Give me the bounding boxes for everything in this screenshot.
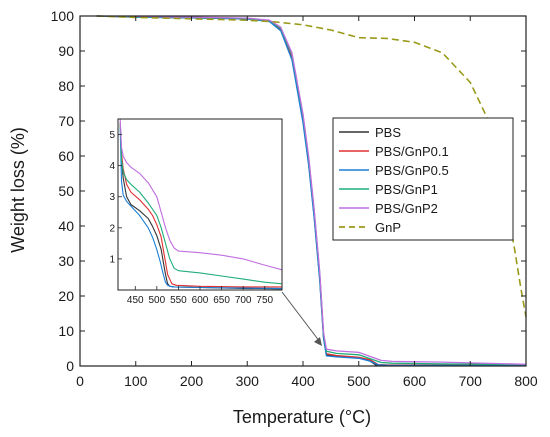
inset-series-line-pbs-gnp2 xyxy=(119,118,283,271)
y-tick-label: 50 xyxy=(58,183,74,199)
inset-x-tick-label: 600 xyxy=(192,295,209,306)
inset-x-tick-label: 700 xyxy=(235,295,252,306)
y-tick-label: 90 xyxy=(58,43,74,59)
y-tick-label: 40 xyxy=(58,218,74,234)
x-tick-label: 400 xyxy=(291,373,315,389)
inset-background xyxy=(118,119,282,290)
arrow-line xyxy=(281,291,321,343)
x-tick-label: 700 xyxy=(459,373,483,389)
legend-label: PBS/GnP1 xyxy=(375,182,438,197)
legend-label: PBS/GnP0.1 xyxy=(375,144,449,159)
legend: PBS PBS/GnP0.1 PBS/GnP0.5 PBS/GnP1 PBS/GnP2 G… xyxy=(332,117,514,241)
legend-label: PBS xyxy=(375,125,401,140)
inset-x-tick-label: 750 xyxy=(256,295,273,306)
x-tick-label: 300 xyxy=(236,373,260,389)
inset-x-tick-label: 500 xyxy=(148,295,165,306)
y-tick-label: 10 xyxy=(58,323,74,339)
y-tick-label: 70 xyxy=(58,113,74,129)
legend-label: PBS/GnP0.5 xyxy=(375,163,449,178)
inset-y-tick-label: 4 xyxy=(109,161,115,172)
y-axis-title: Weight loss (%) xyxy=(8,127,28,253)
y-tick-label: 0 xyxy=(66,358,74,374)
x-tick-label: 100 xyxy=(124,373,148,389)
inset-plot: 450 500 550 600 650 700 750 1 2 3 4 5 xyxy=(109,118,283,306)
x-tick-label: 0 xyxy=(76,373,84,389)
inset-series-line-pbs-gnp1 xyxy=(119,122,283,285)
inset-x-tick-label: 550 xyxy=(170,295,187,306)
inset-y-tick-label: 5 xyxy=(109,130,115,141)
y-tick-label: 20 xyxy=(58,288,74,304)
inset-pointer-arrow xyxy=(281,291,322,346)
x-tick-label: 500 xyxy=(347,373,371,389)
main-plot-area: 0 100 200 300 400 500 600 700 800 0 10 20 30 40 50 60 70… xyxy=(51,8,538,389)
x-tick-label: 600 xyxy=(403,373,427,389)
x-tick-label: 200 xyxy=(180,373,204,389)
inset-x-tick-label: 450 xyxy=(127,295,144,306)
legend-label: GnP xyxy=(375,220,401,235)
legend-label: PBS/GnP2 xyxy=(375,201,438,216)
inset-x-tick-label: 650 xyxy=(213,295,230,306)
inset-series-line-pbs-gnp0-1 xyxy=(119,122,282,288)
inset-y-tick-label: 2 xyxy=(109,223,115,234)
y-tick-label: 30 xyxy=(58,253,74,269)
legend-box xyxy=(332,117,514,241)
x-tick-label: 800 xyxy=(514,373,538,389)
y-tick-label: 80 xyxy=(58,78,74,94)
axis-titles: Temperature (°C) Weight loss (%) xyxy=(8,127,371,427)
y-tick-label: 60 xyxy=(58,148,74,164)
inset-y-tick-label: 1 xyxy=(109,254,115,265)
arrow-head xyxy=(314,337,322,346)
y-tick-label: 100 xyxy=(51,8,75,24)
inset-y-tick-label: 3 xyxy=(109,192,115,203)
x-axis-title: Temperature (°C) xyxy=(233,407,371,427)
